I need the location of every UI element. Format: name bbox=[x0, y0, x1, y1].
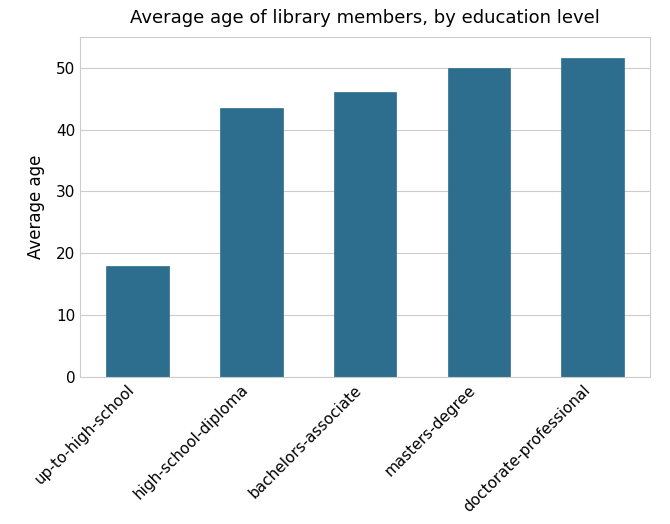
Bar bbox=[448, 68, 511, 377]
Bar bbox=[107, 266, 169, 377]
Bar bbox=[220, 108, 283, 377]
Y-axis label: Average age: Average age bbox=[27, 155, 45, 259]
Bar bbox=[334, 92, 397, 377]
Bar bbox=[561, 58, 624, 377]
Title: Average age of library members, by education level: Average age of library members, by educa… bbox=[130, 9, 600, 27]
